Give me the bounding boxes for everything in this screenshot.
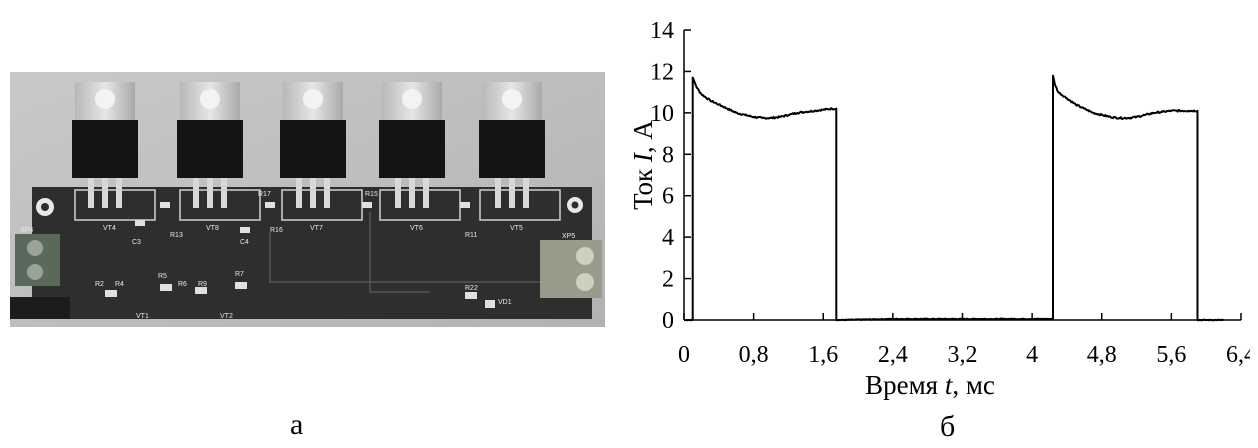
caption-a: а <box>290 408 304 441</box>
x-tick-label: 0,8 <box>739 342 769 368</box>
x-axis-label-prefix: Время <box>865 370 945 400</box>
x-axis: 0 0,8 1,6 2,4 3,2 4 4,8 5,6 6,4 <box>678 313 1250 368</box>
caption-b: б <box>940 410 956 443</box>
y-tick-label: 10 <box>650 101 674 127</box>
label-vt8: VT8 <box>206 225 219 232</box>
x-tick-label: 4,8 <box>1087 342 1117 368</box>
y-tick-label: 8 <box>662 142 674 168</box>
x-tick-label: 3,2 <box>948 342 978 368</box>
label-vt4: VT4 <box>103 225 116 232</box>
y-axis-label-prefix: Ток <box>628 162 658 210</box>
transistor-vt7 <box>280 82 346 208</box>
pcb-board <box>32 187 592 319</box>
x-axis-label-var: t <box>945 370 954 400</box>
label-vd1: VD1 <box>498 299 512 306</box>
label-r4: R4 <box>115 281 124 288</box>
y-axis: 0 2 4 6 8 10 12 14 <box>650 18 691 334</box>
connector-xp4 <box>15 234 60 286</box>
y-axis-label-unit: , А <box>628 120 658 154</box>
y-tick-label: 12 <box>650 59 674 85</box>
x-axis-label: Время t, мс <box>865 370 995 400</box>
transistor-vt8 <box>177 82 243 208</box>
series-group <box>683 74 1224 322</box>
label-r16: R16 <box>270 227 283 234</box>
label-r11: R11 <box>465 232 477 239</box>
label-r5: R5 <box>158 273 167 280</box>
label-r13: R13 <box>170 232 183 239</box>
y-tick-label: 0 <box>662 308 674 334</box>
label-r7: R7 <box>235 271 244 278</box>
transistor-vt6 <box>379 82 445 208</box>
silkscreen-labels: XP4 XP5 VT4 VT8 VT7 VT6 VT5 VT1 VT2 VD1 … <box>20 191 575 320</box>
connector-xp5 <box>540 240 602 298</box>
transistor-vt4 <box>72 82 138 208</box>
transistor-vt5 <box>479 82 545 208</box>
x-tick-label: 6,4 <box>1226 342 1250 368</box>
mount-hole-right-inner <box>571 201 579 209</box>
y-axis-label-var: I <box>628 151 658 163</box>
label-vt5: VT5 <box>510 225 523 232</box>
label-r6: R6 <box>178 281 187 288</box>
series-line-0 <box>683 74 1224 322</box>
label-vt7: VT7 <box>310 225 323 232</box>
label-r9: R9 <box>198 281 207 288</box>
mount-hole-left-inner <box>41 203 49 211</box>
x-axis-label-unit: , мс <box>952 370 995 400</box>
label-r17: R17 <box>258 191 271 198</box>
silkscreen-outlines <box>74 189 570 293</box>
y-tick-label: 14 <box>650 18 674 44</box>
label-r15: R15 <box>365 191 378 198</box>
label-c3: C3 <box>132 239 141 246</box>
x-tick-label: 1,6 <box>808 342 838 368</box>
label-c4: C4 <box>240 239 249 246</box>
current-chart: 0 2 4 6 8 10 12 14 0 0,8 1,6 2,4 3,2 4 4,8 5,6 6,4 Врем… <box>628 18 1250 400</box>
pin-header <box>10 297 70 319</box>
smd-components <box>105 202 495 308</box>
y-axis-label: Ток I, А <box>628 120 658 210</box>
x-tick-label: 4 <box>1026 342 1038 368</box>
y-tick-label: 6 <box>662 184 674 210</box>
label-xp5: XP5 <box>562 233 575 240</box>
label-r2: R2 <box>95 281 104 288</box>
label-xp4: XP4 <box>20 227 33 234</box>
x-tick-label: 2,4 <box>878 342 908 368</box>
label-vt6: VT6 <box>410 225 423 232</box>
label-vt1: VT1 <box>136 313 149 320</box>
x-tick-label: 0 <box>678 342 690 368</box>
x-tick-label: 5,6 <box>1156 342 1186 368</box>
label-vt2: VT2 <box>220 313 233 320</box>
y-tick-label: 2 <box>662 267 674 293</box>
label-r22: R22 <box>465 285 478 292</box>
y-tick-label: 4 <box>662 225 674 251</box>
pcb-board-photo: XP4 XP5 VT4 VT8 VT7 VT6 VT5 VT1 VT2 VD1 … <box>10 72 605 327</box>
